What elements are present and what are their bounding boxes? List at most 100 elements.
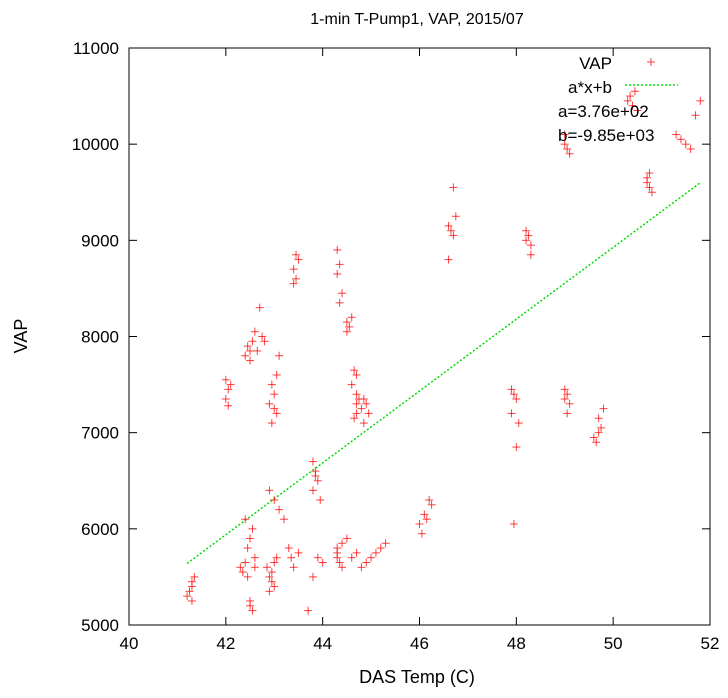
- data-point: [647, 188, 656, 197]
- data-point: [594, 414, 603, 423]
- legend-plus-marker: [647, 58, 655, 66]
- data-point: [599, 404, 608, 413]
- data-point: [241, 558, 250, 567]
- data-point: [270, 582, 279, 591]
- data-point: [359, 419, 368, 428]
- data-point: [352, 548, 361, 557]
- data-point: [681, 140, 690, 149]
- data-point: [292, 250, 301, 259]
- data-point: [672, 130, 681, 139]
- legend-param-b: b=-9.85e+03: [558, 126, 654, 145]
- data-point: [262, 563, 271, 572]
- data-point: [338, 289, 347, 298]
- data-point: [352, 399, 361, 408]
- y-tick-label: 10000: [72, 135, 119, 154]
- data-point: [420, 510, 429, 519]
- data-point: [241, 351, 250, 360]
- data-point: [645, 169, 654, 178]
- data-point: [563, 390, 572, 399]
- data-point: [308, 572, 317, 581]
- data-point: [357, 563, 366, 572]
- data-point: [362, 558, 371, 567]
- data-point: [427, 500, 436, 509]
- fit-line: [186, 182, 701, 565]
- data-point: [308, 457, 317, 466]
- data-point: [381, 539, 390, 548]
- data-point: [342, 534, 351, 543]
- data-point: [316, 495, 325, 504]
- data-point: [597, 423, 606, 432]
- data-point: [185, 587, 194, 596]
- legend-marker-vap: [647, 58, 655, 66]
- data-point: [643, 173, 652, 182]
- data-point: [226, 380, 235, 389]
- data-point: [313, 553, 322, 562]
- data-point: [633, 106, 642, 115]
- data-point: [294, 255, 303, 264]
- data-point: [560, 140, 569, 149]
- data-point: [270, 390, 279, 399]
- data-point: [246, 356, 255, 365]
- data-point: [265, 587, 274, 596]
- data-point: [279, 515, 288, 524]
- data-point: [686, 144, 695, 153]
- data-point: [376, 544, 385, 553]
- data-point: [275, 505, 284, 514]
- data-point: [238, 568, 247, 577]
- data-point: [565, 399, 574, 408]
- data-point: [507, 385, 516, 394]
- data-point: [362, 399, 371, 408]
- y-tick-label: 7000: [81, 424, 119, 443]
- data-point: [560, 130, 569, 139]
- data-point: [645, 183, 654, 192]
- data-point: [560, 395, 569, 404]
- data-point: [313, 476, 322, 485]
- data-point: [272, 370, 281, 379]
- data-point: [350, 366, 359, 375]
- data-point: [630, 87, 639, 96]
- data-point: [333, 544, 342, 553]
- data-point: [512, 395, 521, 404]
- data-point: [444, 221, 453, 230]
- x-tick-label: 44: [313, 634, 332, 653]
- data-point: [509, 390, 518, 399]
- x-axis-label: DAS Temp (C): [359, 667, 475, 687]
- data-point: [417, 529, 426, 538]
- data-point: [345, 322, 354, 331]
- x-tick-label: 50: [604, 634, 623, 653]
- data-point: [347, 553, 356, 562]
- data-point: [183, 592, 192, 601]
- data-point: [696, 96, 705, 105]
- data-point: [364, 409, 373, 418]
- data-point: [275, 351, 284, 360]
- x-tick-label: 52: [701, 634, 720, 653]
- data-point: [267, 380, 276, 389]
- data-point: [342, 327, 351, 336]
- data-point: [243, 544, 252, 553]
- data-point: [589, 433, 598, 442]
- data-point: [507, 409, 516, 418]
- data-point: [260, 337, 269, 346]
- data-point: [284, 544, 293, 553]
- data-point: [304, 606, 313, 615]
- data-point: [246, 346, 255, 355]
- data-point: [267, 419, 276, 428]
- data-point: [250, 553, 259, 562]
- data-point: [289, 279, 298, 288]
- data-point: [335, 558, 344, 567]
- data-point: [190, 572, 199, 581]
- data-point: [357, 404, 366, 413]
- data-point: [338, 539, 347, 548]
- data-point: [224, 385, 233, 394]
- data-point: [676, 135, 685, 144]
- data-point: [187, 577, 196, 586]
- data-point: [292, 274, 301, 283]
- data-point: [236, 563, 245, 572]
- data-point: [255, 303, 264, 312]
- legend-label-fit: a*x+b: [568, 78, 612, 97]
- data-point: [187, 596, 196, 605]
- data-point: [352, 370, 361, 379]
- data-point: [449, 231, 458, 240]
- y-tick-label: 9000: [81, 231, 119, 250]
- data-point: [246, 596, 255, 605]
